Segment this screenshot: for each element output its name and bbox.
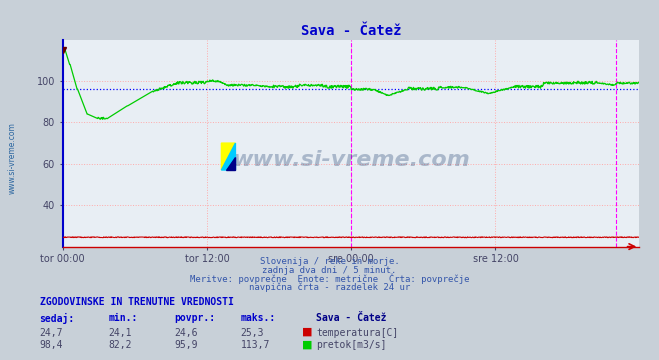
Text: 113,7: 113,7: [241, 340, 270, 350]
Text: 24,1: 24,1: [109, 328, 132, 338]
Text: 82,2: 82,2: [109, 340, 132, 350]
Text: ■: ■: [302, 339, 312, 350]
Text: navpična črta - razdelek 24 ur: navpična črta - razdelek 24 ur: [249, 282, 410, 292]
Text: maks.:: maks.:: [241, 313, 275, 323]
Text: www.si-vreme.com: www.si-vreme.com: [8, 122, 17, 194]
Title: Sava - Čatež: Sava - Čatež: [301, 24, 401, 39]
Text: 24,7: 24,7: [40, 328, 63, 338]
Polygon shape: [226, 157, 235, 170]
Text: ■: ■: [302, 327, 312, 337]
Text: pretok[m3/s]: pretok[m3/s]: [316, 340, 387, 350]
Text: 24,6: 24,6: [175, 328, 198, 338]
Text: zadnja dva dni / 5 minut.: zadnja dva dni / 5 minut.: [262, 266, 397, 275]
Text: 25,3: 25,3: [241, 328, 264, 338]
Text: min.:: min.:: [109, 313, 138, 323]
Text: povpr.:: povpr.:: [175, 313, 215, 323]
Polygon shape: [221, 143, 235, 170]
Text: www.si-vreme.com: www.si-vreme.com: [232, 150, 470, 170]
Text: 98,4: 98,4: [40, 340, 63, 350]
Text: temperatura[C]: temperatura[C]: [316, 328, 399, 338]
Text: Slovenija / reke in morje.: Slovenija / reke in morje.: [260, 257, 399, 266]
Polygon shape: [221, 143, 235, 170]
Text: 95,9: 95,9: [175, 340, 198, 350]
Text: Sava - Čatež: Sava - Čatež: [316, 313, 387, 323]
Text: ZGODOVINSKE IN TRENUTNE VREDNOSTI: ZGODOVINSKE IN TRENUTNE VREDNOSTI: [40, 297, 233, 307]
Text: sedaj:: sedaj:: [40, 313, 74, 324]
Text: Meritve: povprečne  Enote: metrične  Črta: povprečje: Meritve: povprečne Enote: metrične Črta:…: [190, 274, 469, 284]
